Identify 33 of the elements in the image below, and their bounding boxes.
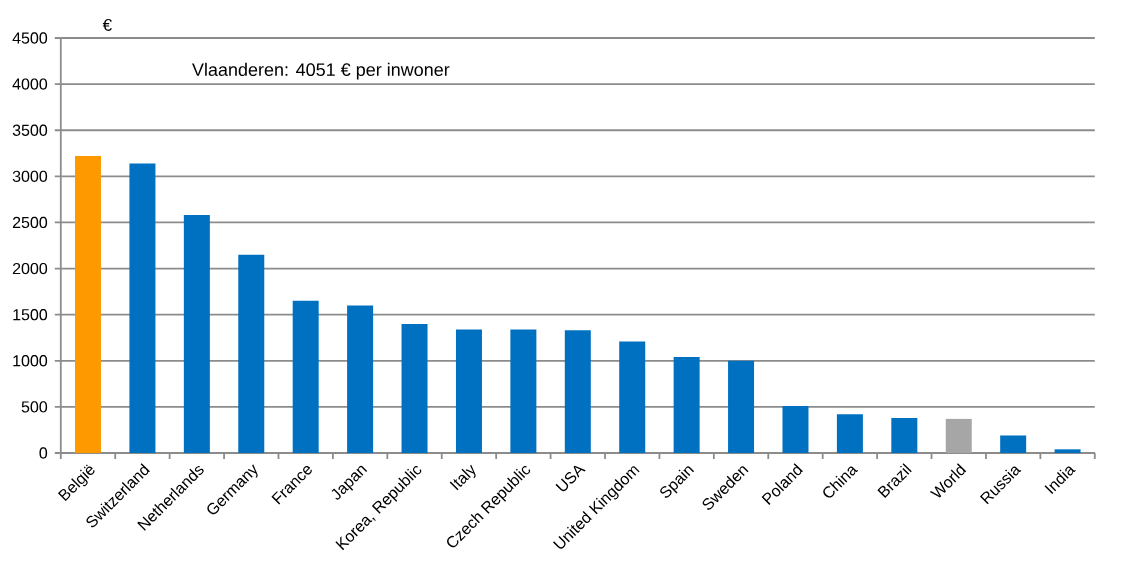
bar — [401, 323, 428, 453]
bar — [728, 360, 755, 453]
y-tick-label: 1000 — [13, 355, 48, 367]
bar — [292, 300, 319, 453]
y-tick-label: 500 — [21, 401, 48, 413]
y-tick-label: 4000 — [12, 78, 48, 90]
bar — [510, 329, 537, 453]
bar — [347, 305, 374, 453]
y-tick-label: 4500 — [12, 32, 48, 44]
x-tick-label: Italy — [449, 464, 476, 491]
y-tick-label: 3500 — [12, 124, 48, 136]
bar — [782, 405, 809, 453]
y-tick-label: 1500 — [13, 309, 48, 321]
bar — [673, 357, 700, 453]
bar — [129, 163, 156, 453]
bar — [238, 254, 265, 453]
bar — [455, 329, 482, 453]
bar — [75, 156, 102, 453]
bar — [619, 341, 646, 453]
y-axis-title: € — [102, 18, 112, 31]
bar — [564, 330, 591, 453]
x-tick-label: USA — [555, 465, 586, 492]
bar — [891, 417, 918, 453]
y-tick-label: 2500 — [12, 216, 48, 229]
bar — [836, 414, 863, 453]
y-tick-label: 0 — [39, 447, 48, 459]
y-tick-label: 3000 — [12, 170, 48, 182]
bar — [1000, 435, 1027, 453]
bar — [183, 215, 210, 453]
bar — [1054, 449, 1081, 453]
annotation: Vlaanderen: 4051 € per inwoner — [192, 62, 450, 80]
y-tick-label: 2000 — [12, 262, 48, 275]
bar — [945, 418, 972, 453]
